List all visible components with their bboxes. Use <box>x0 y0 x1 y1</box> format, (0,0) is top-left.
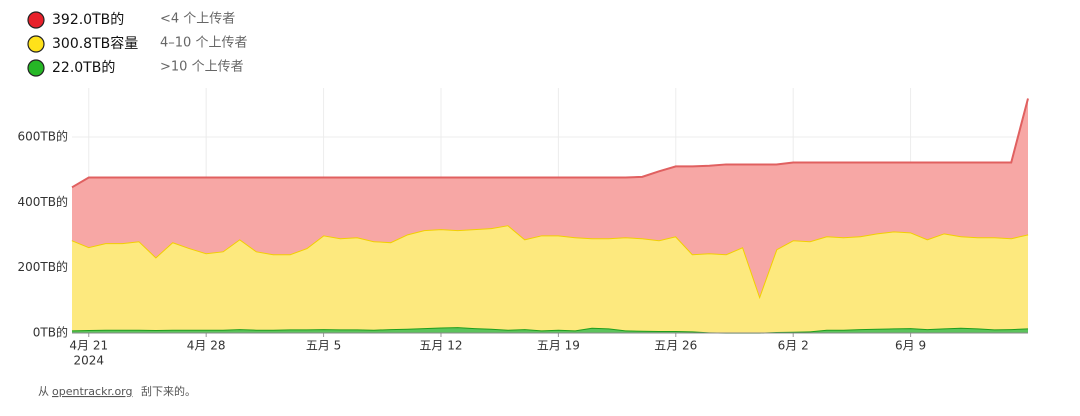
x-tick-label: 五月 5 <box>306 339 341 353</box>
footer-suffix: 刮下来的。 <box>141 384 196 398</box>
legend-label: 22.0TB的 <box>52 60 115 76</box>
legend-label: 392.0TB的 <box>52 12 124 28</box>
x-tick-label: 6月 9 <box>895 339 926 353</box>
y-tick-label: 400TB的 <box>18 194 68 209</box>
footer-prefix: 从 <box>38 385 49 398</box>
x-year-label: 2024 <box>73 354 104 368</box>
x-tick-label: 五月 19 <box>537 339 580 353</box>
x-tick-label: 五月 12 <box>419 339 462 353</box>
legend-description: <4 个上传者 <box>160 12 235 27</box>
area-fill <box>72 98 1028 297</box>
x-tick-label: 4月 28 <box>187 339 226 353</box>
legend: 392.0TB的 <4 个上传者 300.8TB容量 4–10 个上传者 22.0TB的… <box>27 11 247 77</box>
y-tick-label: 0TB的 <box>33 325 68 340</box>
legend-label: 300.8TB容量 <box>52 35 138 52</box>
x-tick-label: 6月 2 <box>778 339 809 353</box>
legend-description: 4–10 个上传者 <box>160 36 247 51</box>
legend-marker <box>27 35 45 53</box>
x-tick-label: 4月 21 <box>69 339 108 353</box>
legend-description: >10 个上传者 <box>160 60 244 75</box>
legend-marker <box>27 11 45 29</box>
area-line <box>71 98 1029 189</box>
x-tick-label: 五月 26 <box>654 339 697 353</box>
area-fill <box>72 225 1028 333</box>
y-tick-label: 600TB的 <box>18 129 68 144</box>
y-tick-label: 200TB的 <box>18 259 68 274</box>
footer-link[interactable]: opentrackr.org <box>52 385 133 398</box>
legend-marker <box>27 59 45 77</box>
